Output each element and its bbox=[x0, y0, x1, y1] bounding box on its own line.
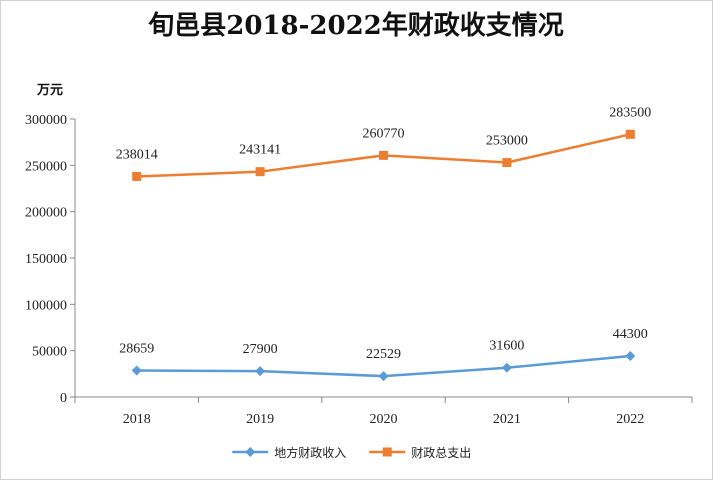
data-point-marker bbox=[625, 350, 636, 361]
y-tick-label: 100000 bbox=[25, 298, 67, 313]
y-tick-label: 300000 bbox=[25, 113, 67, 128]
y-tick-label: 150000 bbox=[25, 252, 67, 267]
legend-item-2: 财政总支出 bbox=[369, 446, 471, 460]
series-1: 28659 27900 22529 31600 44300 bbox=[119, 327, 648, 382]
legend-marker-swatch bbox=[245, 447, 256, 457]
data-label: 27900 bbox=[243, 342, 278, 357]
y-tick-label: 0 bbox=[60, 391, 67, 406]
data-point-marker bbox=[131, 365, 142, 376]
series-2: 238014 243141 260770 253000 283500 bbox=[116, 105, 651, 181]
legend-marker-swatch bbox=[382, 447, 392, 457]
y-tick-label: 50000 bbox=[32, 345, 67, 360]
data-point-marker bbox=[255, 366, 266, 377]
data-point-marker bbox=[132, 171, 142, 181]
data-label: 31600 bbox=[489, 339, 524, 354]
data-point-marker bbox=[501, 362, 512, 373]
x-tick-label: 2018 bbox=[123, 412, 151, 427]
data-label: 22529 bbox=[366, 347, 401, 362]
data-point-marker bbox=[379, 150, 388, 160]
legend-label: 地方财政收入 bbox=[274, 445, 346, 460]
data-label: 283500 bbox=[609, 105, 651, 120]
data-point-marker bbox=[625, 129, 635, 139]
legend: 地方财政收入 财政总支出 bbox=[232, 445, 471, 460]
data-point-marker bbox=[502, 158, 512, 168]
y-tick-label: 200000 bbox=[25, 206, 67, 221]
x-tick-label: 2020 bbox=[370, 412, 398, 427]
legend-label: 财政总支出 bbox=[411, 446, 471, 460]
data-label: 260770 bbox=[363, 126, 405, 141]
data-label: 238014 bbox=[116, 147, 158, 162]
x-tick-label: 2021 bbox=[493, 412, 521, 427]
x-tick-label: 2022 bbox=[616, 412, 644, 427]
data-label: 44300 bbox=[613, 327, 648, 342]
data-point-marker bbox=[378, 371, 389, 382]
legend-item-1: 地方财政收入 bbox=[232, 445, 346, 460]
data-label: 243141 bbox=[239, 143, 281, 158]
x-tick-label: 2019 bbox=[246, 412, 274, 427]
data-point-marker bbox=[255, 167, 265, 177]
y-tick-label: 250000 bbox=[25, 159, 67, 174]
axes: 0 50000 100000 150000 200000 250000 300000 2018… bbox=[25, 113, 693, 427]
chart-title: 旬邑县2018-2022年财政收支情况 bbox=[148, 10, 564, 41]
data-label: 253000 bbox=[486, 134, 528, 149]
data-label: 28659 bbox=[119, 341, 154, 356]
series-layer: 28659 27900 22529 31600 44300 238014 243141 260… bbox=[116, 105, 651, 382]
y-axis-unit-label: 万元 bbox=[36, 83, 63, 98]
